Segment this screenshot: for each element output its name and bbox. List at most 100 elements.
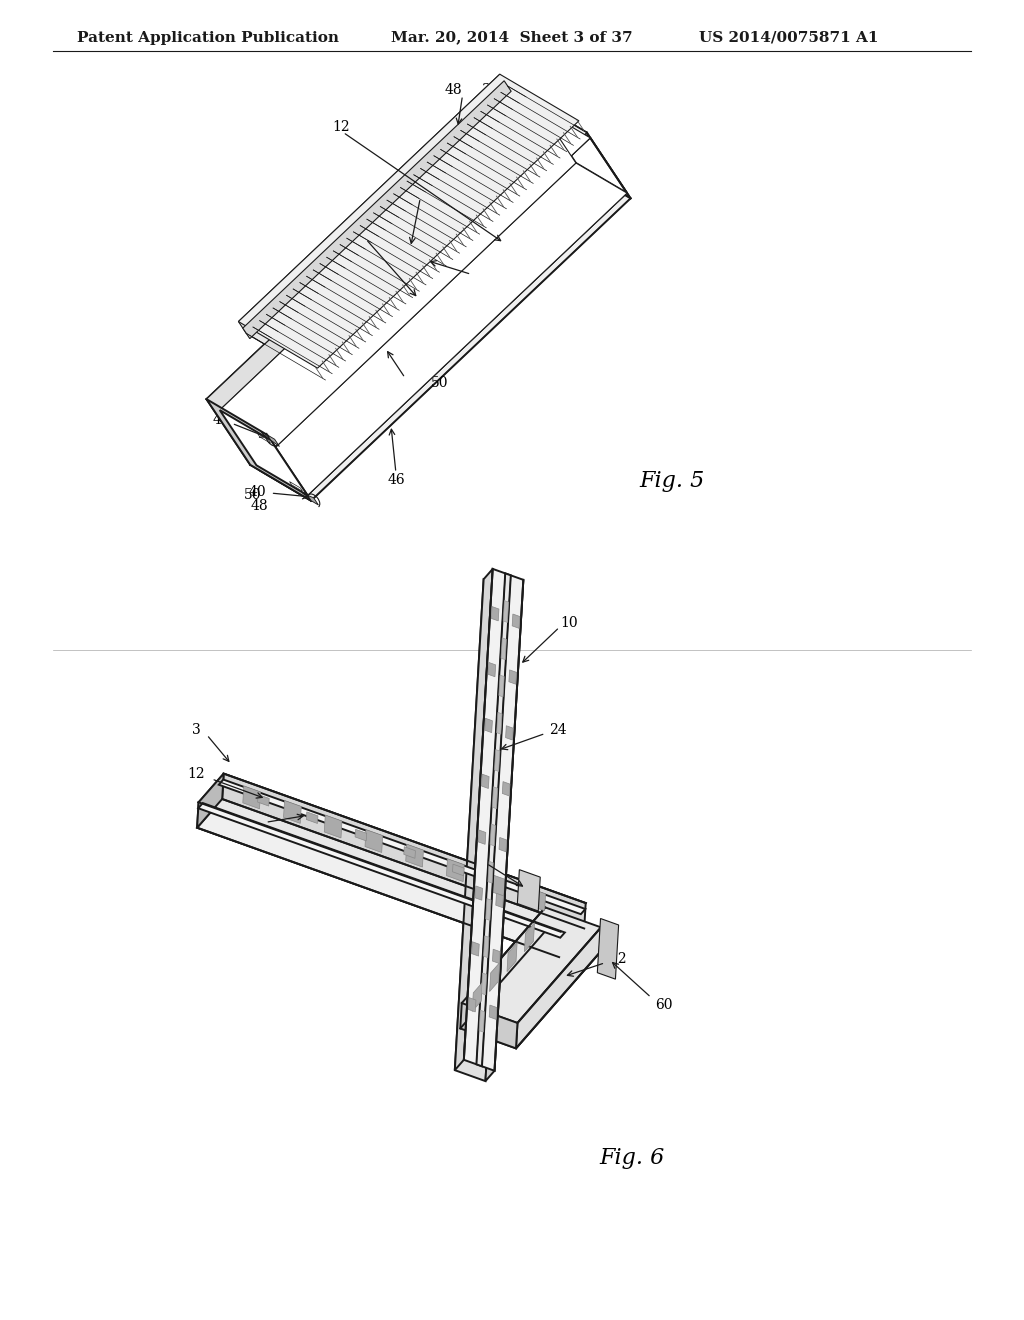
Polygon shape xyxy=(509,669,516,684)
Text: 38: 38 xyxy=(482,83,500,98)
Text: 42: 42 xyxy=(412,186,429,199)
Polygon shape xyxy=(501,638,507,660)
Polygon shape xyxy=(503,781,510,796)
Polygon shape xyxy=(478,830,485,845)
Polygon shape xyxy=(484,718,493,733)
Polygon shape xyxy=(512,614,520,628)
Polygon shape xyxy=(258,433,270,444)
Text: 40: 40 xyxy=(249,484,266,499)
Polygon shape xyxy=(475,886,482,900)
Polygon shape xyxy=(481,774,489,788)
Polygon shape xyxy=(489,962,500,991)
Polygon shape xyxy=(516,928,601,1048)
Polygon shape xyxy=(342,853,379,882)
Polygon shape xyxy=(472,941,479,956)
Polygon shape xyxy=(325,814,342,838)
Polygon shape xyxy=(472,982,482,1011)
Polygon shape xyxy=(460,933,599,1048)
Polygon shape xyxy=(485,579,523,1081)
Polygon shape xyxy=(453,865,464,875)
Polygon shape xyxy=(383,867,420,898)
Text: 48: 48 xyxy=(251,499,268,512)
Text: 60: 60 xyxy=(466,851,483,866)
Polygon shape xyxy=(220,411,307,495)
Polygon shape xyxy=(496,894,504,908)
Text: 46: 46 xyxy=(387,473,404,487)
Polygon shape xyxy=(423,882,461,912)
Text: 48: 48 xyxy=(407,376,424,389)
Polygon shape xyxy=(455,569,493,1071)
Text: 50: 50 xyxy=(431,376,449,389)
Text: 52: 52 xyxy=(475,272,493,285)
Polygon shape xyxy=(219,809,257,838)
Polygon shape xyxy=(355,829,367,841)
Polygon shape xyxy=(499,837,507,851)
Polygon shape xyxy=(197,803,560,957)
Polygon shape xyxy=(258,795,269,807)
Text: 44: 44 xyxy=(244,818,261,833)
Polygon shape xyxy=(247,86,526,345)
Polygon shape xyxy=(464,569,523,1071)
Polygon shape xyxy=(243,81,511,339)
Polygon shape xyxy=(487,862,494,883)
Polygon shape xyxy=(403,846,416,858)
Polygon shape xyxy=(250,162,631,500)
Polygon shape xyxy=(222,774,586,928)
Polygon shape xyxy=(197,774,223,828)
Polygon shape xyxy=(485,899,492,920)
Polygon shape xyxy=(490,824,496,846)
Polygon shape xyxy=(220,108,590,440)
Polygon shape xyxy=(526,96,631,198)
Polygon shape xyxy=(464,896,502,927)
Polygon shape xyxy=(239,74,508,334)
Polygon shape xyxy=(207,96,569,465)
Polygon shape xyxy=(495,750,500,771)
Text: 3: 3 xyxy=(193,723,201,737)
Polygon shape xyxy=(492,607,499,620)
Polygon shape xyxy=(499,675,504,697)
Polygon shape xyxy=(284,800,301,824)
Polygon shape xyxy=(460,907,546,1028)
Text: 12: 12 xyxy=(332,120,350,135)
Text: Patent Application Publication: Patent Application Publication xyxy=(78,30,339,45)
Polygon shape xyxy=(455,579,514,1081)
Polygon shape xyxy=(517,870,541,911)
Polygon shape xyxy=(462,907,601,1023)
Polygon shape xyxy=(528,888,546,911)
Text: Fig. 6: Fig. 6 xyxy=(599,1147,665,1170)
Polygon shape xyxy=(497,713,502,734)
Polygon shape xyxy=(597,919,618,979)
Polygon shape xyxy=(365,829,383,853)
Text: 10: 10 xyxy=(561,616,579,630)
Polygon shape xyxy=(199,774,586,932)
Text: Fig. 5: Fig. 5 xyxy=(639,470,705,492)
Polygon shape xyxy=(489,1005,497,1019)
Polygon shape xyxy=(307,495,318,506)
Polygon shape xyxy=(260,824,298,853)
Polygon shape xyxy=(481,973,486,995)
Polygon shape xyxy=(256,466,311,500)
Polygon shape xyxy=(220,108,575,466)
Polygon shape xyxy=(468,998,476,1012)
Polygon shape xyxy=(301,838,339,867)
Polygon shape xyxy=(243,785,260,809)
Text: 12: 12 xyxy=(609,952,627,966)
Polygon shape xyxy=(493,787,498,809)
Polygon shape xyxy=(506,726,513,741)
Text: 48: 48 xyxy=(213,413,230,428)
Polygon shape xyxy=(493,949,500,964)
Polygon shape xyxy=(507,942,517,972)
Polygon shape xyxy=(197,799,585,957)
Polygon shape xyxy=(290,482,303,491)
Text: Mar. 20, 2014  Sheet 3 of 37: Mar. 20, 2014 Sheet 3 of 37 xyxy=(391,30,632,45)
Polygon shape xyxy=(505,911,543,941)
Polygon shape xyxy=(406,845,424,867)
Polygon shape xyxy=(540,108,627,193)
Polygon shape xyxy=(207,399,311,500)
Text: US 2014/0075871 A1: US 2014/0075871 A1 xyxy=(699,30,879,45)
Polygon shape xyxy=(267,436,280,446)
Polygon shape xyxy=(219,780,586,915)
Polygon shape xyxy=(479,1010,484,1032)
Polygon shape xyxy=(487,874,505,896)
Text: 60: 60 xyxy=(655,998,673,1011)
